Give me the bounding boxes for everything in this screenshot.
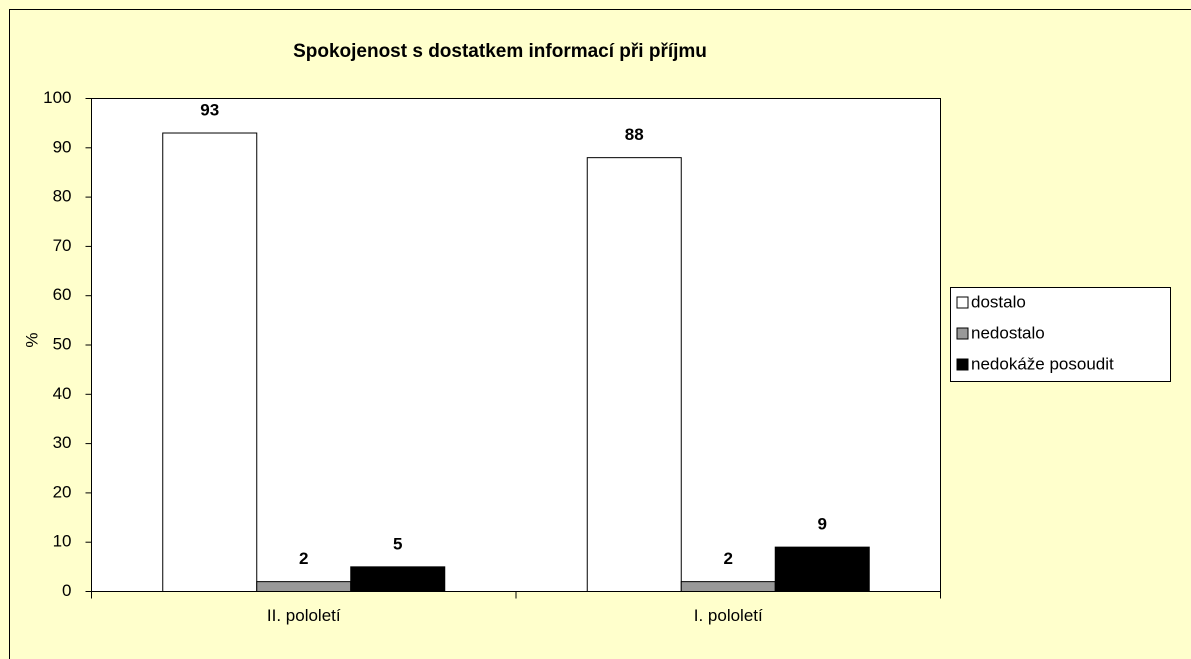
bar bbox=[586, 157, 682, 592]
bar bbox=[774, 546, 870, 593]
value-label: 9 bbox=[818, 515, 827, 534]
y-tick-label: 40 bbox=[53, 384, 72, 403]
value-label: 5 bbox=[393, 534, 402, 553]
value-label: 93 bbox=[200, 100, 219, 119]
y-tick-label: 10 bbox=[53, 532, 72, 551]
legend-label: nedostalo bbox=[971, 323, 1045, 342]
y-tick-label: 90 bbox=[53, 137, 72, 156]
legend-swatch bbox=[956, 296, 969, 309]
bar bbox=[680, 581, 776, 593]
y-tick-label: 50 bbox=[53, 334, 72, 353]
y-tick-label: 30 bbox=[53, 433, 72, 452]
value-label: 2 bbox=[724, 549, 733, 568]
bar bbox=[256, 581, 352, 593]
x-tick-label: II. pololetí bbox=[267, 606, 341, 625]
legend bbox=[950, 287, 1171, 382]
legend-swatch bbox=[956, 358, 969, 371]
legend-label: dostalo bbox=[971, 292, 1026, 311]
y-tick-label: 0 bbox=[62, 581, 71, 600]
value-label: 2 bbox=[299, 549, 308, 568]
x-tick-label: I. pololetí bbox=[694, 606, 763, 625]
legend-swatch bbox=[956, 327, 969, 340]
value-label: 88 bbox=[625, 125, 644, 144]
y-tick-label: 80 bbox=[53, 187, 72, 206]
y-axis-label: % bbox=[22, 332, 41, 347]
bar bbox=[350, 566, 446, 592]
bar bbox=[162, 132, 258, 592]
chart-border bbox=[9, 9, 1191, 659]
chart-title: Spokojenost s dostatkem informací při př… bbox=[293, 41, 707, 62]
y-tick-label: 70 bbox=[53, 236, 72, 255]
legend-label: nedokáže posoudit bbox=[971, 354, 1114, 373]
y-tick-label: 100 bbox=[43, 88, 71, 107]
y-tick-label: 60 bbox=[53, 285, 72, 304]
y-tick-label: 20 bbox=[53, 482, 72, 501]
